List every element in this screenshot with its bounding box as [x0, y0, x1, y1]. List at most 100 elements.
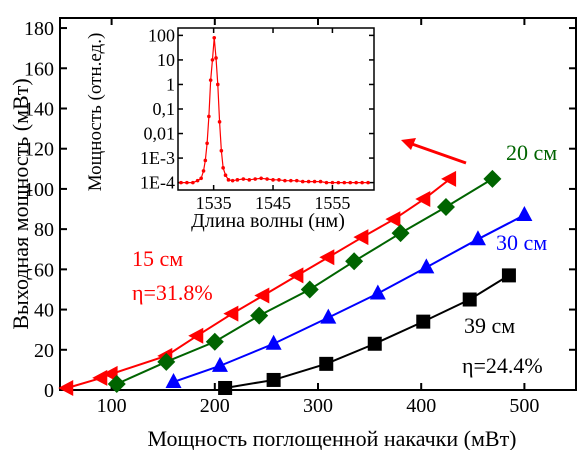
spectrum-point [241, 177, 246, 181]
spectrum-point [203, 158, 208, 163]
spectrum-point [199, 176, 203, 181]
data-point-30cm [418, 258, 435, 274]
spectrum-point [212, 35, 217, 40]
data-point-39cm [319, 356, 334, 371]
spectrum-point [289, 178, 293, 183]
inset-y-tick-label: 0,1 [153, 99, 176, 119]
data-point-39cm [266, 372, 281, 387]
inset-y-tick-label: 100 [148, 25, 175, 45]
data-point-30cm [211, 356, 228, 372]
series-line-30cm [173, 214, 525, 383]
data-point-15cm [223, 305, 239, 322]
data-point-30cm [469, 230, 486, 246]
spectrum-point [312, 179, 317, 184]
main-x-tick-label: 400 [406, 395, 436, 417]
data-point-15cm [254, 287, 270, 304]
main-x-tick-label: 200 [200, 395, 230, 417]
spectrum-point [253, 177, 258, 181]
inset-series-group [179, 35, 370, 185]
data-point-20cm [107, 374, 126, 393]
main-chart: 100 200 300 400 500020406080100120140160180 … [8, 17, 577, 450]
spectrum-point [247, 178, 252, 182]
main-y-axis-label: Выходная мощность (мВт) [8, 78, 33, 329]
main-y-tick-label: 80 [34, 219, 54, 241]
data-point-15cm [415, 190, 431, 207]
data-point-39cm [501, 268, 516, 283]
inset-x-tick-label: 1545 [255, 193, 291, 213]
inset-background [178, 28, 374, 190]
main-y-tick-label: 0 [44, 380, 54, 402]
spectrum-point [318, 179, 323, 184]
spectrum-point [179, 180, 183, 185]
spectrum-point [306, 179, 311, 184]
inset-pointer-arrow [401, 138, 467, 165]
data-point-20cm [345, 252, 364, 271]
data-point-15cm [441, 170, 457, 187]
annotation-30cm: 30 см [496, 230, 547, 255]
main-y-tick-label: 180 [24, 18, 54, 40]
data-point-20cm [205, 332, 224, 351]
spectrum-point [226, 178, 231, 182]
spectrum-point [223, 173, 228, 178]
inset-y-tick-label: 1 [166, 74, 175, 94]
data-point-15cm [92, 369, 108, 386]
spectrum-point [207, 114, 211, 119]
data-point-20cm [300, 280, 319, 299]
data-point-39cm [218, 380, 233, 395]
spectrum-point [271, 178, 275, 182]
inset-y-axis-label: Мощность (отн.ед.) [85, 33, 106, 192]
data-point-39cm [462, 292, 477, 307]
spectrum-point [210, 58, 215, 62]
annotation-15cm: 15 см [132, 246, 183, 271]
data-point-15cm [353, 229, 369, 246]
annotation-20cm: 20 см [506, 140, 557, 165]
data-point-20cm [391, 224, 410, 243]
spectrum-point [283, 178, 287, 183]
main-axis-ticks: 100 200 300 400 500 0 20 40 60 80 100 120 140 160 180 [24, 18, 576, 417]
spectrum-point [265, 177, 269, 181]
inset-spectrum-chart: 1535 1545 1555 100 10 1 0,1 0,01 1E-3 1E-4 Длина … [85, 25, 375, 232]
data-point-15cm [385, 211, 401, 228]
data-point-30cm [165, 372, 182, 388]
data-point-15cm [188, 327, 204, 344]
spectrum-point [217, 120, 222, 124]
spectrum-point [366, 180, 370, 185]
data-point-30cm [320, 308, 337, 324]
main-y-tick-label: 60 [34, 259, 54, 281]
main-x-tick-label: 500 [509, 395, 539, 417]
inset-axis-ticks: 1535 1545 1555 100 10 1 0,1 0,01 1E-3 1E-4 [140, 25, 374, 213]
data-point-15cm [288, 267, 304, 284]
data-point-39cm [367, 336, 382, 351]
spectrum-point [191, 180, 195, 185]
spectrum-point [195, 178, 200, 183]
spectrum-point [208, 78, 213, 82]
data-point-20cm [436, 198, 455, 217]
spectrum-point [342, 180, 347, 185]
data-point-20cm [483, 169, 502, 188]
spectrum-point [219, 148, 224, 153]
spectrum-point [336, 180, 341, 185]
data-point-15cm [319, 249, 335, 266]
main-y-tick-label: 40 [34, 300, 54, 322]
spectrum-point [294, 178, 299, 183]
spectrum-point [201, 169, 206, 173]
spectrum-point [259, 176, 263, 181]
spectrum-point [185, 180, 189, 185]
inset-y-tick-label: 1E-3 [140, 148, 175, 168]
spectrum-point [300, 179, 305, 184]
annotation-39cm: 39 см [464, 313, 515, 338]
spectrum-point [235, 178, 240, 182]
data-point-15cm [58, 379, 74, 396]
annotation-eta-31: η=31.8% [132, 280, 213, 305]
spectrum-point [330, 180, 335, 185]
main-x-axis-label: Мощность поглощенной накачки (мВт) [147, 426, 516, 450]
inset-x-tick-label: 1535 [196, 193, 232, 213]
data-point-30cm [265, 334, 282, 350]
data-point-20cm [250, 306, 269, 325]
spectrum-point [205, 141, 209, 146]
main-y-tick-label: 100 [24, 179, 54, 201]
main-x-tick-label: 100 [97, 395, 127, 417]
inset-x-tick-label: 1555 [314, 193, 350, 213]
main-y-tick-label: 20 [34, 340, 54, 362]
